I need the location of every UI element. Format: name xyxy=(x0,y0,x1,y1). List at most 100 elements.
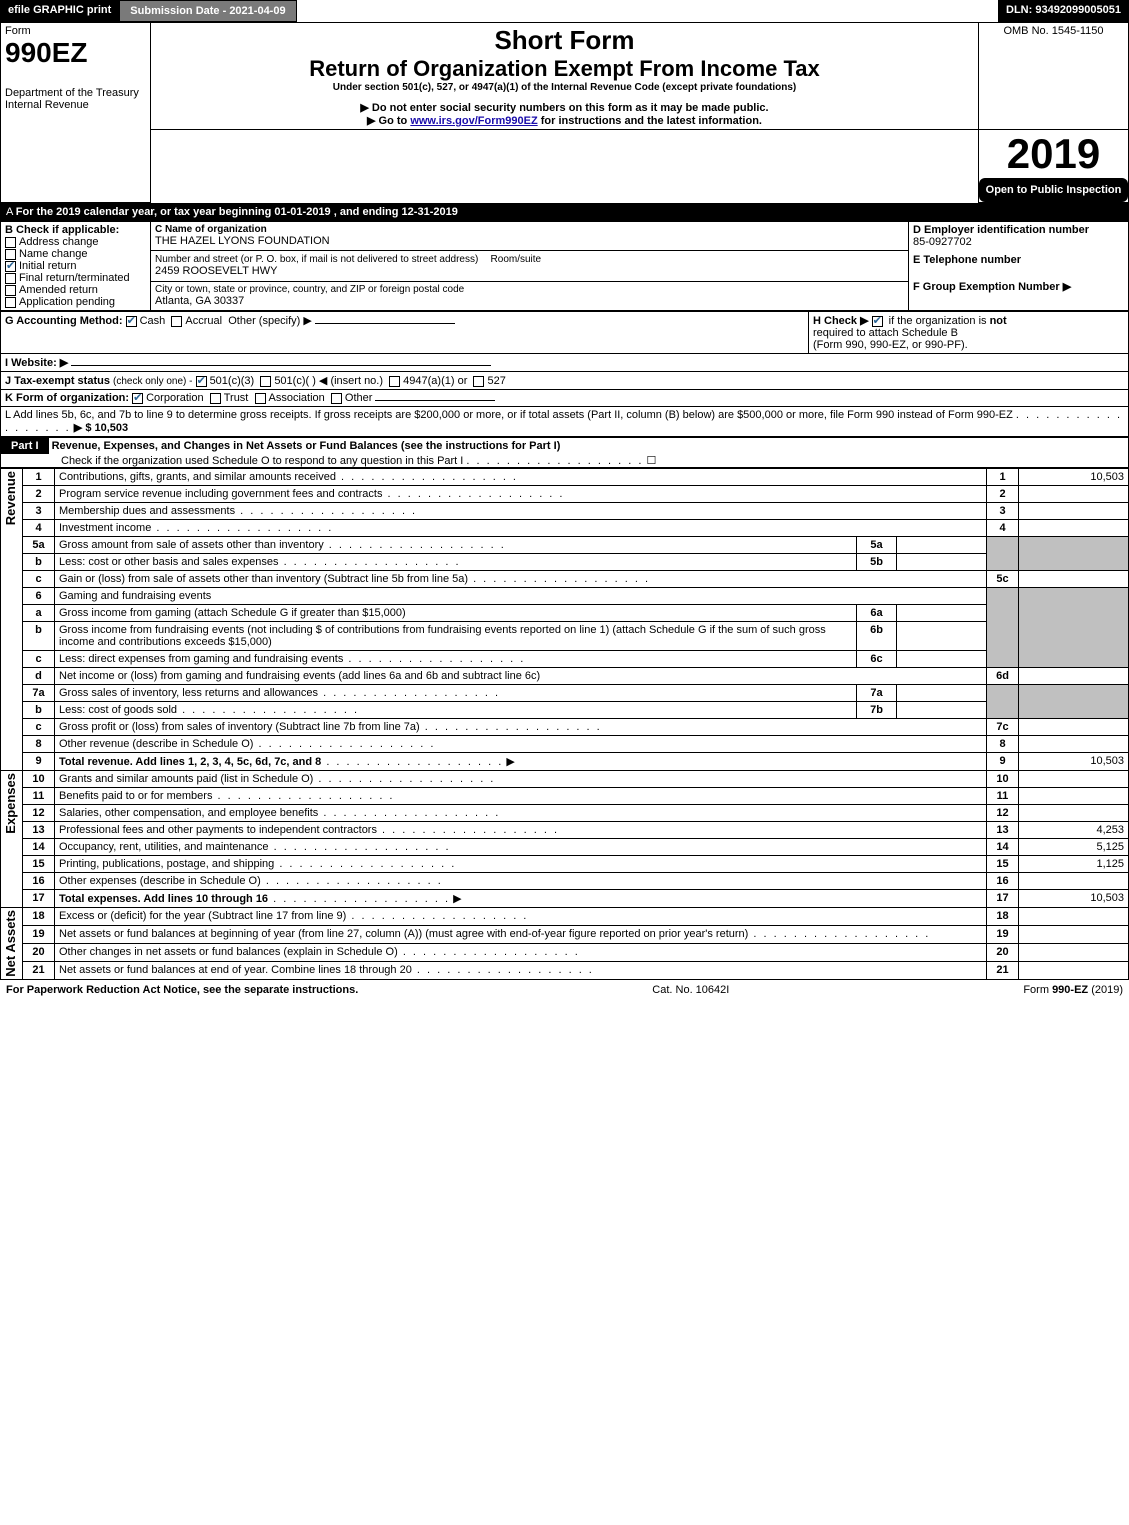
efile-print-button[interactable]: efile GRAPHIC print xyxy=(0,0,119,22)
website-input[interactable] xyxy=(71,365,491,366)
line-6a-sub: 6a xyxy=(857,605,897,622)
line-2-desc: Program service revenue including govern… xyxy=(59,488,382,500)
check-accrual[interactable] xyxy=(171,316,182,327)
k-other-input[interactable] xyxy=(375,400,495,401)
check-assoc[interactable] xyxy=(255,393,266,404)
footer-right: Form 990-EZ (2019) xyxy=(1023,984,1123,996)
check-final-return[interactable] xyxy=(5,273,16,284)
room-label: Room/suite xyxy=(491,254,542,265)
check-initial-return[interactable] xyxy=(5,261,16,272)
check-address-change[interactable] xyxy=(5,237,16,248)
check-501c3[interactable] xyxy=(196,376,207,387)
check-other-org[interactable] xyxy=(331,393,342,404)
part-i-check-text: Check if the organization used Schedule … xyxy=(61,455,463,467)
g-other-input[interactable] xyxy=(315,323,455,324)
line-21-amt xyxy=(1019,961,1129,979)
line-15-num: 15 xyxy=(23,856,55,873)
line-17-num: 17 xyxy=(23,890,55,908)
h-txt3: (Form 990, 990-EZ, or 990-PF). xyxy=(813,339,1124,351)
line-9-amt: 10,503 xyxy=(1019,753,1129,771)
line-5c-num: c xyxy=(23,571,55,588)
part-i-checkbox[interactable]: ☐ xyxy=(646,455,656,467)
page-footer: For Paperwork Reduction Act Notice, see … xyxy=(0,980,1129,1000)
submission-date-button[interactable]: Submission Date - 2021-04-09 xyxy=(119,0,296,22)
line-6-num: 6 xyxy=(23,588,55,605)
under-section-text: Under section 501(c), 527, or 4947(a)(1)… xyxy=(155,82,974,93)
city-label: City or town, state or province, country… xyxy=(155,284,904,295)
line-11-lnum: 11 xyxy=(987,788,1019,805)
line-7a-num: 7a xyxy=(23,685,55,702)
line-5c-amt xyxy=(1019,571,1129,588)
check-trust[interactable] xyxy=(210,393,221,404)
g-accrual: Accrual xyxy=(185,315,222,327)
line-11-num: 11 xyxy=(23,788,55,805)
h-txt1: if the organization is xyxy=(889,315,990,327)
line-10-amt xyxy=(1019,771,1129,788)
dept-label: Department of the Treasury xyxy=(5,87,146,99)
goto-post: for instructions and the latest informat… xyxy=(541,115,762,127)
line-7a-desc: Gross sales of inventory, less returns a… xyxy=(59,687,318,699)
line-5c-lnum: 5c xyxy=(987,571,1019,588)
line-15-desc: Printing, publications, postage, and shi… xyxy=(59,858,274,870)
line-6c-num: c xyxy=(23,651,55,668)
line-6b-sub: 6b xyxy=(857,622,897,651)
line-5a-desc: Gross amount from sale of assets other t… xyxy=(59,539,324,551)
line-15-amt: 1,125 xyxy=(1019,856,1129,873)
goto-line: ▶ Go to www.irs.gov/Form990EZ for instru… xyxy=(155,114,974,127)
section-a-strip: A For the 2019 calendar year, or tax yea… xyxy=(0,203,1129,221)
check-amended-return[interactable] xyxy=(5,285,16,296)
form-number: 990EZ xyxy=(5,37,146,69)
line-18-lnum: 18 xyxy=(987,908,1019,926)
org-name: THE HAZEL LYONS FOUNDATION xyxy=(155,235,904,247)
line-21-num: 21 xyxy=(23,961,55,979)
line-16-desc: Other expenses (describe in Schedule O) xyxy=(59,875,261,887)
line-11-desc: Benefits paid to or for members xyxy=(59,790,212,802)
line-8-desc: Other revenue (describe in Schedule O) xyxy=(59,738,253,750)
i-label: I Website: ▶ xyxy=(5,357,68,369)
top-bar: efile GRAPHIC print Submission Date - 20… xyxy=(0,0,1129,22)
line-6a-num: a xyxy=(23,605,55,622)
tax-year: 2019 xyxy=(979,130,1128,178)
l-text: L Add lines 5b, 6c, and 7b to line 9 to … xyxy=(5,409,1013,421)
line-6a-desc: Gross income from gaming (attach Schedul… xyxy=(59,607,406,619)
k-o1: Corporation xyxy=(146,392,203,404)
line-12-amt xyxy=(1019,805,1129,822)
line-4-lnum: 4 xyxy=(987,520,1019,537)
check-application-pending[interactable] xyxy=(5,297,16,308)
check-4947[interactable] xyxy=(389,376,400,387)
opt-final-return: Final return/terminated xyxy=(19,272,130,284)
goto-pre: ▶ Go to xyxy=(367,115,410,127)
line-14-num: 14 xyxy=(23,839,55,856)
check-527[interactable] xyxy=(473,376,484,387)
k-label: K Form of organization: xyxy=(5,392,129,404)
j-o4: 527 xyxy=(487,375,505,387)
line-17-amt: 10,503 xyxy=(1019,890,1129,908)
line-7a-sub: 7a xyxy=(857,685,897,702)
line-20-num: 20 xyxy=(23,943,55,961)
part-i-table: Revenue 1 Contributions, gifts, grants, … xyxy=(0,468,1129,980)
line-18-num: 18 xyxy=(23,908,55,926)
ssn-warning: ▶ Do not enter social security numbers o… xyxy=(155,101,974,114)
line-19-desc: Net assets or fund balances at beginning… xyxy=(59,928,748,940)
footer-right-pre: Form xyxy=(1023,984,1052,996)
line-5b-num: b xyxy=(23,554,55,571)
line-6d-num: d xyxy=(23,668,55,685)
l-amount: ▶ $ 10,503 xyxy=(74,422,128,434)
irs-form-link[interactable]: www.irs.gov/Form990EZ xyxy=(410,115,537,127)
footer-left: For Paperwork Reduction Act Notice, see … xyxy=(6,984,358,996)
line-17-lnum: 17 xyxy=(987,890,1019,908)
line-6c-sub: 6c xyxy=(857,651,897,668)
line-14-amt: 5,125 xyxy=(1019,839,1129,856)
entity-info-table: B Check if applicable: Address change Na… xyxy=(0,221,1129,311)
city-value: Atlanta, GA 30337 xyxy=(155,295,904,307)
check-corp[interactable] xyxy=(132,393,143,404)
line-10-num: 10 xyxy=(23,771,55,788)
check-cash[interactable] xyxy=(126,316,137,327)
form-header-table: Form 990EZ Department of the Treasury In… xyxy=(0,22,1129,203)
check-501c[interactable] xyxy=(260,376,271,387)
line-7c-amt xyxy=(1019,719,1129,736)
j-o3: 4947(a)(1) or xyxy=(403,375,467,387)
line-16-lnum: 16 xyxy=(987,873,1019,890)
check-h[interactable] xyxy=(872,316,883,327)
line-19-num: 19 xyxy=(23,925,55,943)
